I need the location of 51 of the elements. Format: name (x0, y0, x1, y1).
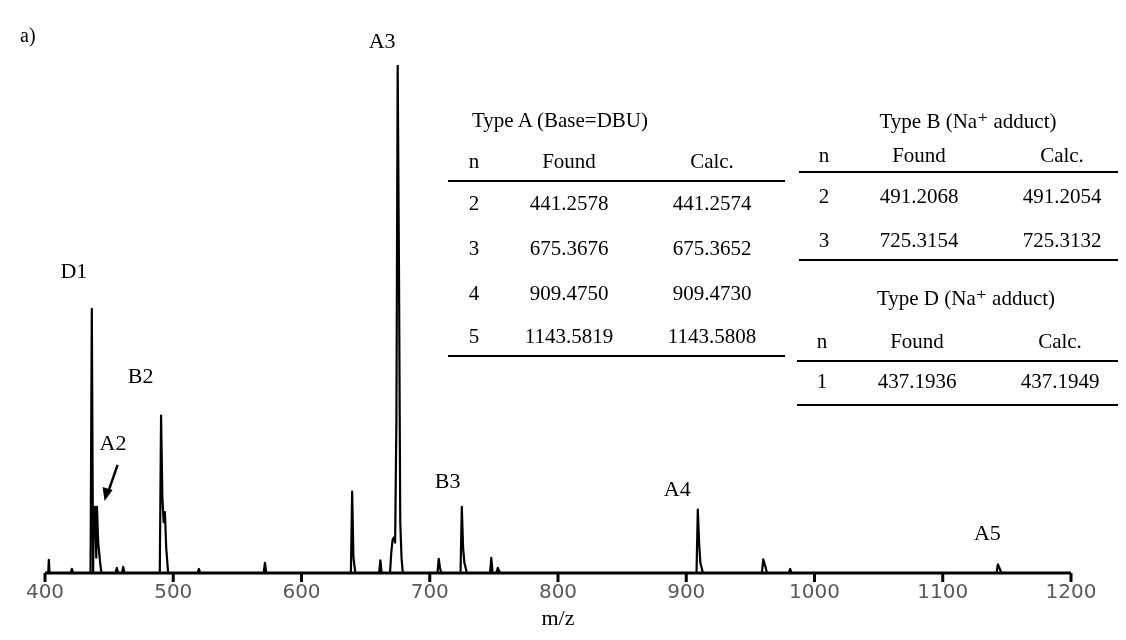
annotation: 3 (818, 228, 830, 252)
annotation: Found (890, 329, 945, 353)
annotation: 909.4730 (672, 281, 752, 305)
annotation: 491.2054 (1022, 184, 1102, 208)
annotation: n (816, 329, 828, 353)
annotation: 3 (468, 236, 480, 260)
x-tick-label: 500 (154, 579, 193, 604)
annotation: 1143.5808 (667, 324, 757, 348)
annotation: A3 (368, 27, 396, 53)
annotation: 491.2068 (879, 184, 959, 208)
annotation: 441.2574 (672, 191, 752, 215)
annotation: A2 (99, 429, 127, 455)
annotation: 675.3652 (672, 236, 752, 260)
x-tick-label: 800 (538, 579, 578, 604)
text: a) (20, 24, 36, 47)
x-tick-label: 1100 (917, 579, 969, 604)
annotation: Found (892, 143, 947, 167)
annotation: 2 (468, 191, 480, 215)
annotation: 909.4750 (529, 281, 609, 305)
x-tick-label: 700 (410, 579, 449, 604)
annotation: 2 (818, 184, 830, 208)
x-tick-label: 900 (667, 579, 706, 604)
annotation: D1 (60, 257, 88, 283)
annotation: B2 (127, 362, 154, 388)
annotation: 725.3154 (879, 228, 959, 252)
annotation: Calc. (690, 149, 734, 173)
x-axis-title: m/z (541, 605, 575, 630)
annotation: 437.1949 (1020, 369, 1100, 393)
annotation: 675.3676 (529, 236, 609, 260)
annotation: n (818, 143, 830, 167)
annotation: Calc. (1038, 329, 1082, 353)
annotation: A4 (663, 475, 691, 500)
annotation: 441.2578 (529, 191, 609, 215)
annotation: Type D (Na⁺ adduct) (876, 286, 1056, 310)
annotation: Type B (Na⁺ adduct) (879, 109, 1057, 133)
annotation: 4 (468, 281, 480, 305)
annotation: 437.1936 (877, 369, 957, 393)
annotation: Found (542, 149, 597, 173)
annotation: 725.3132 (1022, 228, 1102, 252)
annotation: Type A (Base=DBU) (471, 108, 649, 132)
annotation: 1 (816, 369, 828, 393)
x-tick-label: 1000 (789, 579, 840, 604)
annotation: 5 (468, 324, 480, 348)
x-tick-label: 600 (282, 579, 321, 604)
x-tick-label: 1200 (1045, 579, 1097, 604)
annotation: A5 (973, 519, 1001, 545)
annotation: n (468, 149, 480, 173)
annotation: B3 (434, 467, 461, 493)
x-tick-label: 400 (25, 579, 65, 604)
annotation: 1143.5819 (524, 324, 614, 348)
annotation: Calc. (1040, 143, 1084, 167)
